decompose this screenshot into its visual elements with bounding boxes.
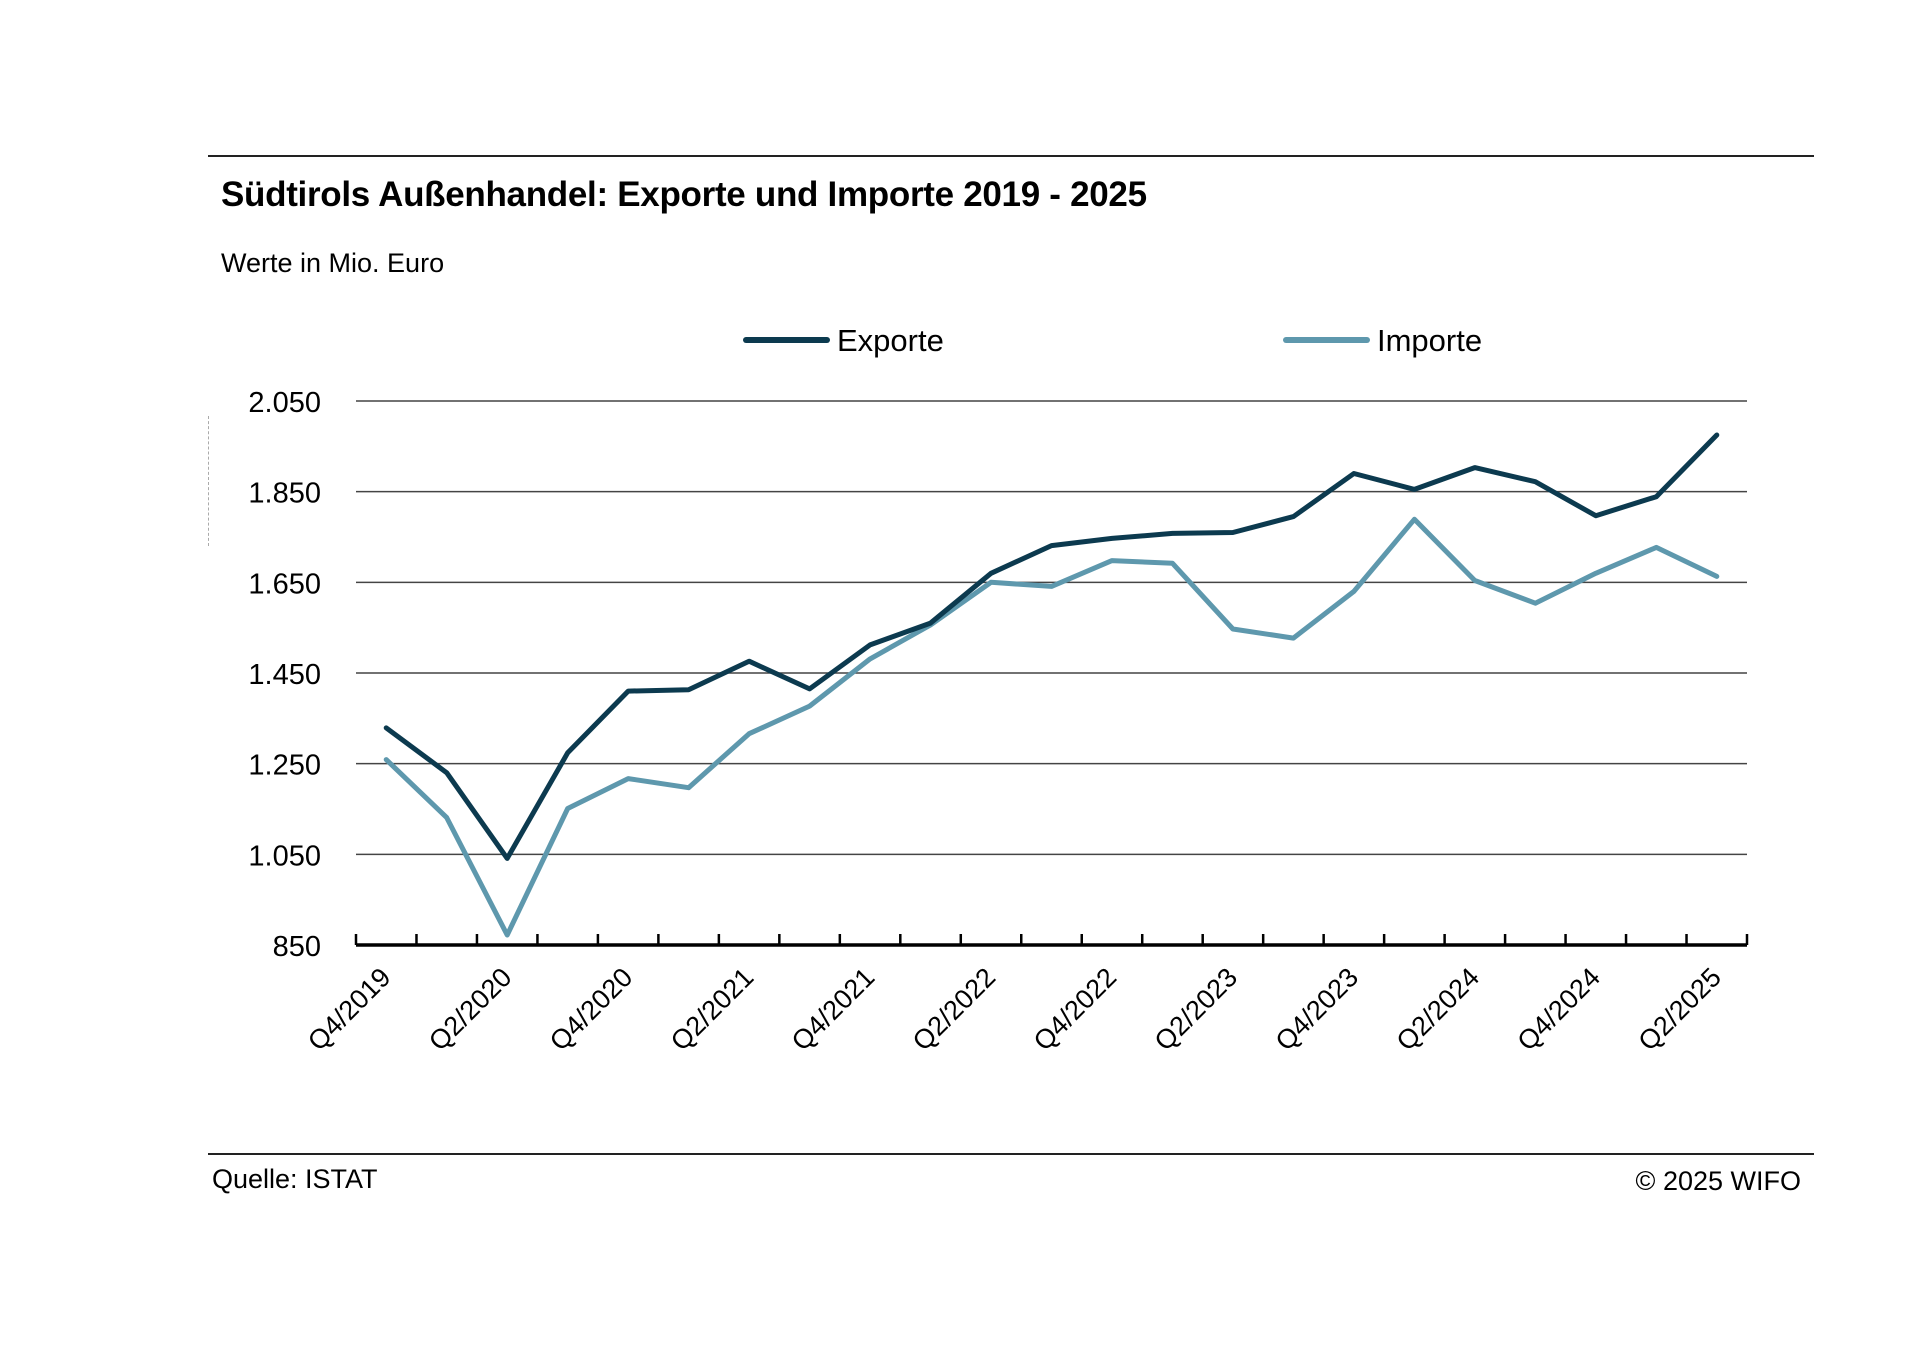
x-tick-label: Q4/2020	[544, 962, 638, 1056]
dotted-marker-line	[208, 416, 209, 546]
y-tick-label: 1.250	[248, 750, 321, 782]
x-tick-label: Q2/2021	[665, 962, 759, 1056]
x-tick-label: Q4/2019	[302, 962, 396, 1056]
x-axis-labels: Q4/2019 Q2/2020 Q4/2020 Q2/2021 Q4/2021 Q2/20…	[302, 962, 1727, 1056]
legend: Exporte Importe	[743, 323, 1482, 358]
series-line-exports	[383, 432, 1720, 861]
series-lines	[383, 432, 1720, 938]
y-tick-label: 1.450	[248, 659, 321, 691]
series-line-imports	[383, 516, 1720, 938]
x-tick-label: Q4/2023	[1270, 962, 1364, 1056]
legend-label-exports: Exporte	[837, 323, 944, 358]
y-tick-label: 1.850	[248, 478, 321, 510]
x-tick-label: Q4/2021	[786, 962, 880, 1056]
x-axis	[354, 934, 1749, 947]
x-tick-label: Q2/2025	[1633, 962, 1727, 1056]
y-tick-label: 1.650	[248, 568, 321, 600]
gridlines	[356, 400, 1747, 856]
bottom-rule	[208, 1153, 1814, 1155]
x-tick-label: Q2/2020	[423, 962, 517, 1056]
y-axis-labels: 850 1.050 1.250 1.450 1.650 1.850 2.050	[248, 387, 321, 963]
x-tick-label: Q4/2024	[1512, 962, 1606, 1056]
y-tick-label: 1.050	[248, 840, 321, 872]
legend-label-imports: Importe	[1377, 323, 1482, 358]
x-tick-label: Q2/2023	[1149, 962, 1243, 1056]
x-tick-label: Q4/2022	[1028, 962, 1122, 1056]
top-rule	[208, 155, 1814, 157]
y-tick-label: 2.050	[248, 387, 321, 419]
copyright-note: © 2025 WIFO	[1635, 1166, 1801, 1196]
source-note: Quelle: ISTAT	[212, 1164, 378, 1194]
chart-subtitle: Werte in Mio. Euro	[221, 248, 445, 278]
x-tick-label: Q2/2022	[907, 962, 1001, 1056]
chart-title: Südtirols Außenhandel: Exporte und Impor…	[221, 175, 1147, 214]
y-tick-label: 850	[273, 931, 321, 963]
x-tick-label: Q2/2024	[1391, 962, 1485, 1056]
